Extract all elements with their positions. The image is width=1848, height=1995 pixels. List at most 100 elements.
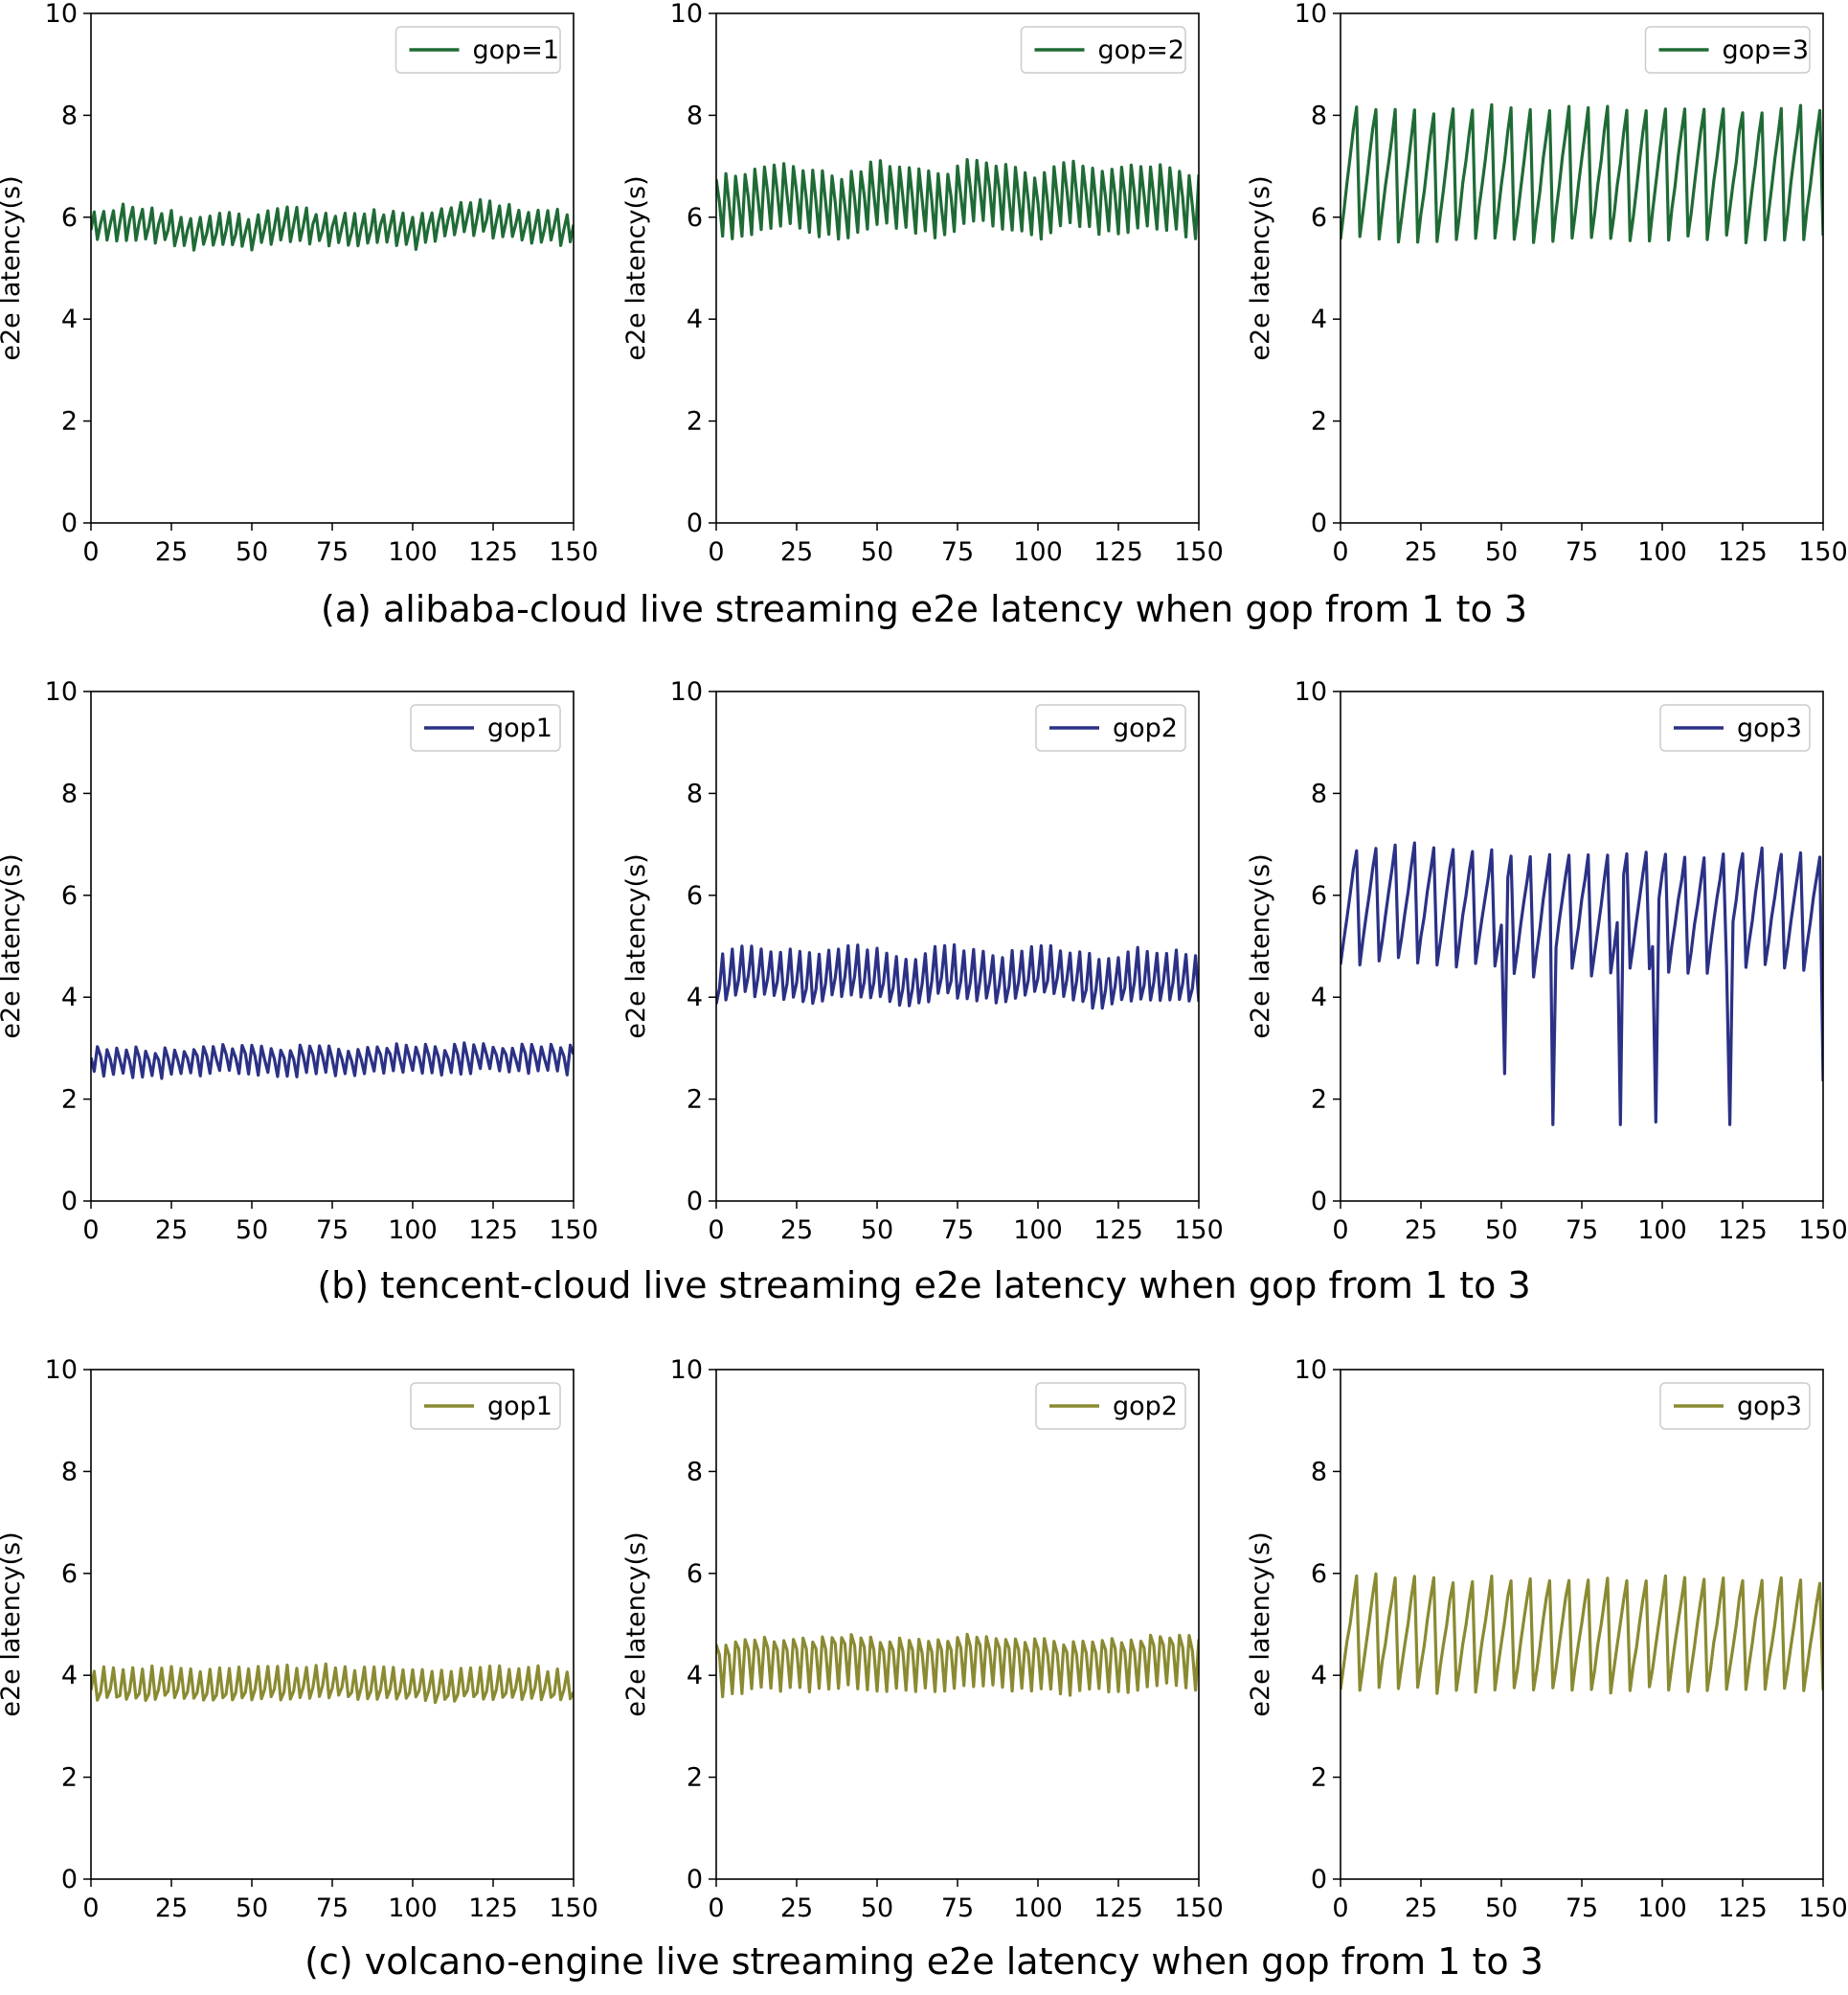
x-tick-label: 50	[861, 537, 893, 567]
x-tick-label: 75	[1566, 1893, 1598, 1923]
x-tick-label: 100	[388, 1215, 438, 1245]
y-tick-label: 8	[61, 101, 78, 130]
y-tick-label: 10	[670, 677, 703, 707]
legend-box	[394, 26, 561, 74]
legend-label: gop2	[1113, 714, 1178, 743]
legend-label: gop3	[1737, 1392, 1802, 1421]
x-tick-label: 125	[1093, 1893, 1143, 1923]
series-line-gop3	[1341, 841, 1823, 1126]
x-tick-label: 75	[941, 537, 974, 567]
y-tick-label: 6	[1311, 1559, 1327, 1589]
x-tick-label: 25	[1405, 537, 1437, 567]
x-tick-label: 100	[1013, 1215, 1063, 1245]
series-line-gop1	[91, 1041, 574, 1080]
y-tick-label: 8	[687, 101, 703, 130]
y-tick-label: 2	[687, 1763, 703, 1793]
y-tick-label: 10	[1295, 677, 1327, 707]
x-tick-label: 125	[468, 1215, 518, 1245]
x-tick-label: 50	[861, 1893, 893, 1923]
legend-box	[1020, 26, 1186, 74]
y-tick-label: 6	[1311, 203, 1327, 233]
caption-c: (c) volcano-engine live streaming e2e la…	[304, 1940, 1544, 1983]
x-tick-label: 125	[468, 1893, 518, 1923]
y-axis-label: e2e latency(s)	[1246, 853, 1275, 1038]
legend: gop1	[410, 1382, 561, 1430]
y-tick-label: 10	[45, 677, 78, 707]
x-tick-label: 75	[1566, 1215, 1598, 1245]
axes-frame	[90, 1369, 575, 1880]
y-tick-label: 6	[1311, 881, 1327, 911]
x-tick-label: 25	[155, 537, 188, 567]
legend: gop=1	[394, 26, 561, 74]
series-line-gop=3	[1341, 102, 1823, 245]
x-tick-label: 150	[549, 1215, 598, 1245]
axes-frame	[1340, 12, 1824, 524]
legend-box	[1659, 704, 1811, 752]
y-tick-label: 6	[61, 1559, 78, 1589]
x-tick-label: 75	[316, 1215, 349, 1245]
x-tick-label: 125	[1718, 537, 1768, 567]
y-tick-label: 4	[1311, 1661, 1327, 1690]
y-tick-label: 10	[1295, 1355, 1327, 1385]
x-tick-label: 50	[1485, 537, 1518, 567]
series-line-gop3	[1341, 1572, 1823, 1695]
x-tick-label: 100	[1637, 1893, 1687, 1923]
y-tick-label: 6	[687, 881, 703, 911]
x-tick-label: 25	[780, 537, 813, 567]
y-axis-label: e2e latency(s)	[621, 1531, 651, 1716]
series-line-gop2	[716, 942, 1199, 1010]
legend-label: gop1	[487, 714, 552, 743]
chart-panel-b-3: 0 25 50 75 100 125 150 0 2 4 6 8 10 e2e latency(s) gop…	[1246, 677, 1848, 1245]
legend-label: gop=2	[1098, 35, 1185, 65]
x-tick-label: 25	[780, 1893, 813, 1923]
chart-panel-a-3: 0 25 50 75 100 125 150 0 2 4 6 8 10 e2e latency(s) gop…	[1246, 0, 1848, 567]
x-tick-label: 75	[941, 1893, 974, 1923]
y-tick-label: 4	[61, 305, 78, 334]
x-tick-label: 50	[1485, 1893, 1518, 1923]
y-tick-label: 8	[687, 779, 703, 808]
y-tick-label: 2	[687, 1085, 703, 1115]
y-tick-label: 10	[670, 0, 703, 29]
series-line-gop=1	[91, 197, 574, 252]
chart-panel-c-1: 0 25 50 75 100 125 150 0 2 4 6 8 10 e2e latency(s) gop…	[0, 1355, 598, 1923]
axes-frame	[715, 1369, 1200, 1880]
y-tick-label: 4	[61, 983, 78, 1012]
x-tick-label: 0	[708, 1215, 724, 1245]
x-tick-label: 25	[780, 1215, 813, 1245]
x-tick-label: 50	[236, 537, 268, 567]
chart-panel-b-2: 0 25 50 75 100 125 150 0 2 4 6 8 10 e2e latency(s) gop…	[621, 677, 1224, 1245]
y-tick-label: 6	[687, 1559, 703, 1589]
x-tick-label: 125	[1093, 1215, 1143, 1245]
x-tick-label: 100	[388, 1893, 438, 1923]
y-tick-label: 10	[1295, 0, 1327, 29]
axes-frame	[1340, 691, 1824, 1202]
x-tick-label: 125	[1718, 1893, 1768, 1923]
legend: gop3	[1659, 1382, 1811, 1430]
chart-panel-a-1: 0 25 50 75 100 125 150 0 2 4 6 8 10 e2e latency(s) gop…	[0, 0, 598, 567]
y-tick-label: 4	[61, 1661, 78, 1690]
x-tick-label: 0	[1332, 1215, 1348, 1245]
chart-panel-a-2: 0 25 50 75 100 125 150 0 2 4 6 8 10 e2e latency(s) gop…	[621, 0, 1224, 567]
legend-label: gop3	[1737, 714, 1802, 743]
x-tick-label: 125	[1093, 537, 1143, 567]
x-tick-label: 50	[1485, 1215, 1518, 1245]
caption-b: (b) tencent-cloud live streaming e2e lat…	[317, 1264, 1531, 1306]
y-tick-label: 8	[61, 1457, 78, 1486]
x-tick-label: 150	[1174, 537, 1224, 567]
x-tick-label: 150	[1798, 1215, 1848, 1245]
legend-label: gop2	[1113, 1392, 1178, 1421]
x-tick-label: 0	[82, 537, 99, 567]
x-tick-label: 150	[1798, 537, 1848, 567]
x-tick-label: 50	[236, 1215, 268, 1245]
x-tick-label: 25	[155, 1893, 188, 1923]
legend: gop1	[410, 704, 561, 752]
y-tick-label: 2	[1311, 407, 1327, 437]
y-tick-label: 6	[61, 203, 78, 233]
chart-panel-c-3: 0 25 50 75 100 125 150 0 2 4 6 8 10 e2e latency(s) gop…	[1246, 1355, 1848, 1923]
x-tick-label: 100	[1013, 1893, 1063, 1923]
y-tick-label: 6	[61, 881, 78, 911]
y-tick-label: 0	[61, 509, 78, 538]
x-tick-label: 50	[236, 1893, 268, 1923]
y-axis-label: e2e latency(s)	[0, 175, 26, 360]
